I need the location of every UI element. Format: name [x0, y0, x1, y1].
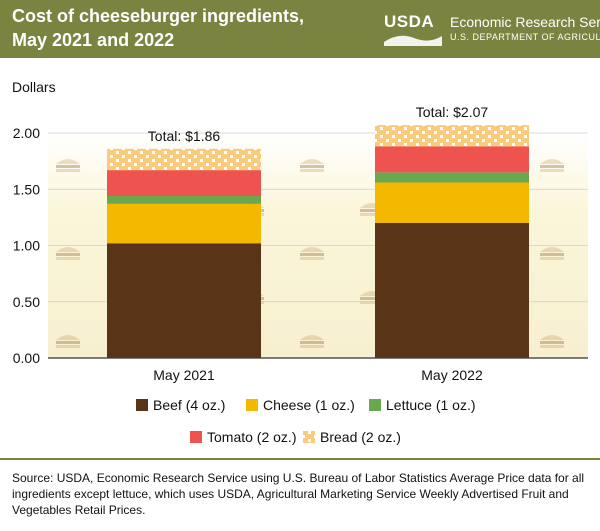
- legend-swatch: [136, 399, 148, 411]
- title-line-2: May 2021 and 2022: [12, 30, 175, 50]
- y-tick-label: 1.00: [13, 238, 40, 254]
- burger-decor-icon: [56, 335, 80, 348]
- y-axis-label: Dollars: [12, 79, 56, 95]
- x-axis-labels: May 2021 May 2022: [153, 367, 483, 383]
- bar-segment: [375, 146, 529, 173]
- chart-svg: Dollars 0.000.501.001.502.00 May 2021 May…: [12, 79, 588, 445]
- legend-label: Tomato (2 oz.): [207, 429, 296, 445]
- burger-decor-icon: [540, 247, 564, 260]
- total-labels: Total: $1.86 Total: $2.07: [148, 104, 489, 144]
- bar-segment: [375, 182, 529, 223]
- y-axis-ticks: 0.00 0.50 1.00 1.50 2.00: [13, 125, 40, 366]
- footer: Source: USDA, Economic Research Service …: [0, 458, 600, 531]
- burger-decor-icon: [540, 335, 564, 348]
- y-tick-label: 0.50: [13, 294, 40, 310]
- legend-swatch: [369, 399, 381, 411]
- burger-decor-icon: [56, 159, 80, 172]
- legend: Beef (4 oz.) Cheese (1 oz.) Lettuce (1 oz.…: [136, 397, 476, 445]
- bar-segment: [107, 243, 261, 358]
- total-label: Total: $1.86: [148, 128, 221, 144]
- legend-label: Cheese (1 oz.): [263, 397, 355, 413]
- bar-segment: [107, 170, 261, 196]
- y-tick-label: 2.00: [13, 125, 40, 141]
- header-banner: Cost of cheeseburger ingredients, May 20…: [0, 0, 600, 58]
- chart-area: Dollars 0.00 0.50 1.00 1.50 2.00 May 2021 May…: [0, 58, 600, 458]
- legend-label: Bread (2 oz.): [320, 429, 401, 445]
- legend-label: Lettuce (1 oz.): [386, 397, 476, 413]
- usda-field-mark-icon: [384, 35, 442, 46]
- title-line-1: Cost of cheeseburger ingredients,: [12, 6, 305, 26]
- total-label: Total: $2.07: [416, 104, 489, 120]
- legend-swatch: [190, 431, 202, 443]
- bar-segment: [375, 172, 529, 183]
- legend-swatch: [303, 431, 315, 443]
- chart-title: Cost of cheeseburger ingredients, May 20…: [12, 4, 352, 52]
- bar-segment: [107, 196, 261, 204]
- burger-decor-icon: [56, 247, 80, 260]
- bar-segment: [375, 223, 529, 358]
- source-note: Source: USDA, Economic Research Service …: [12, 471, 585, 517]
- legend-item: Tomato (2 oz.): [190, 429, 296, 445]
- bar-segment: [107, 148, 261, 171]
- usda-logo: USDA Economic Research Service U.S. DEPA…: [384, 12, 600, 48]
- burger-decor-icon: [300, 247, 324, 260]
- bar-segment: [375, 125, 529, 147]
- legend-item: Bread (2 oz.): [303, 429, 401, 445]
- legend-item: Lettuce (1 oz.): [369, 397, 476, 413]
- x-tick-label: May 2022: [421, 367, 483, 383]
- x-tick-label: May 2021: [153, 367, 215, 383]
- y-tick-label: 1.50: [13, 181, 40, 197]
- y-tick-label: 0.00: [13, 350, 40, 366]
- usda-logo-text: USDA: [384, 12, 435, 31]
- department-name: U.S. DEPARTMENT OF AGRICULTURE: [450, 32, 600, 42]
- burger-decor-icon: [300, 335, 324, 348]
- legend-item: Cheese (1 oz.): [246, 397, 355, 413]
- bars: [107, 125, 529, 358]
- legend-item: Beef (4 oz.): [136, 397, 225, 413]
- burger-decor-icon: [300, 159, 324, 172]
- agency-name: Economic Research Service: [450, 14, 600, 30]
- burger-decor-icon: [540, 159, 564, 172]
- legend-label: Beef (4 oz.): [153, 397, 225, 413]
- legend-swatch: [246, 399, 258, 411]
- bar-segment: [107, 203, 261, 244]
